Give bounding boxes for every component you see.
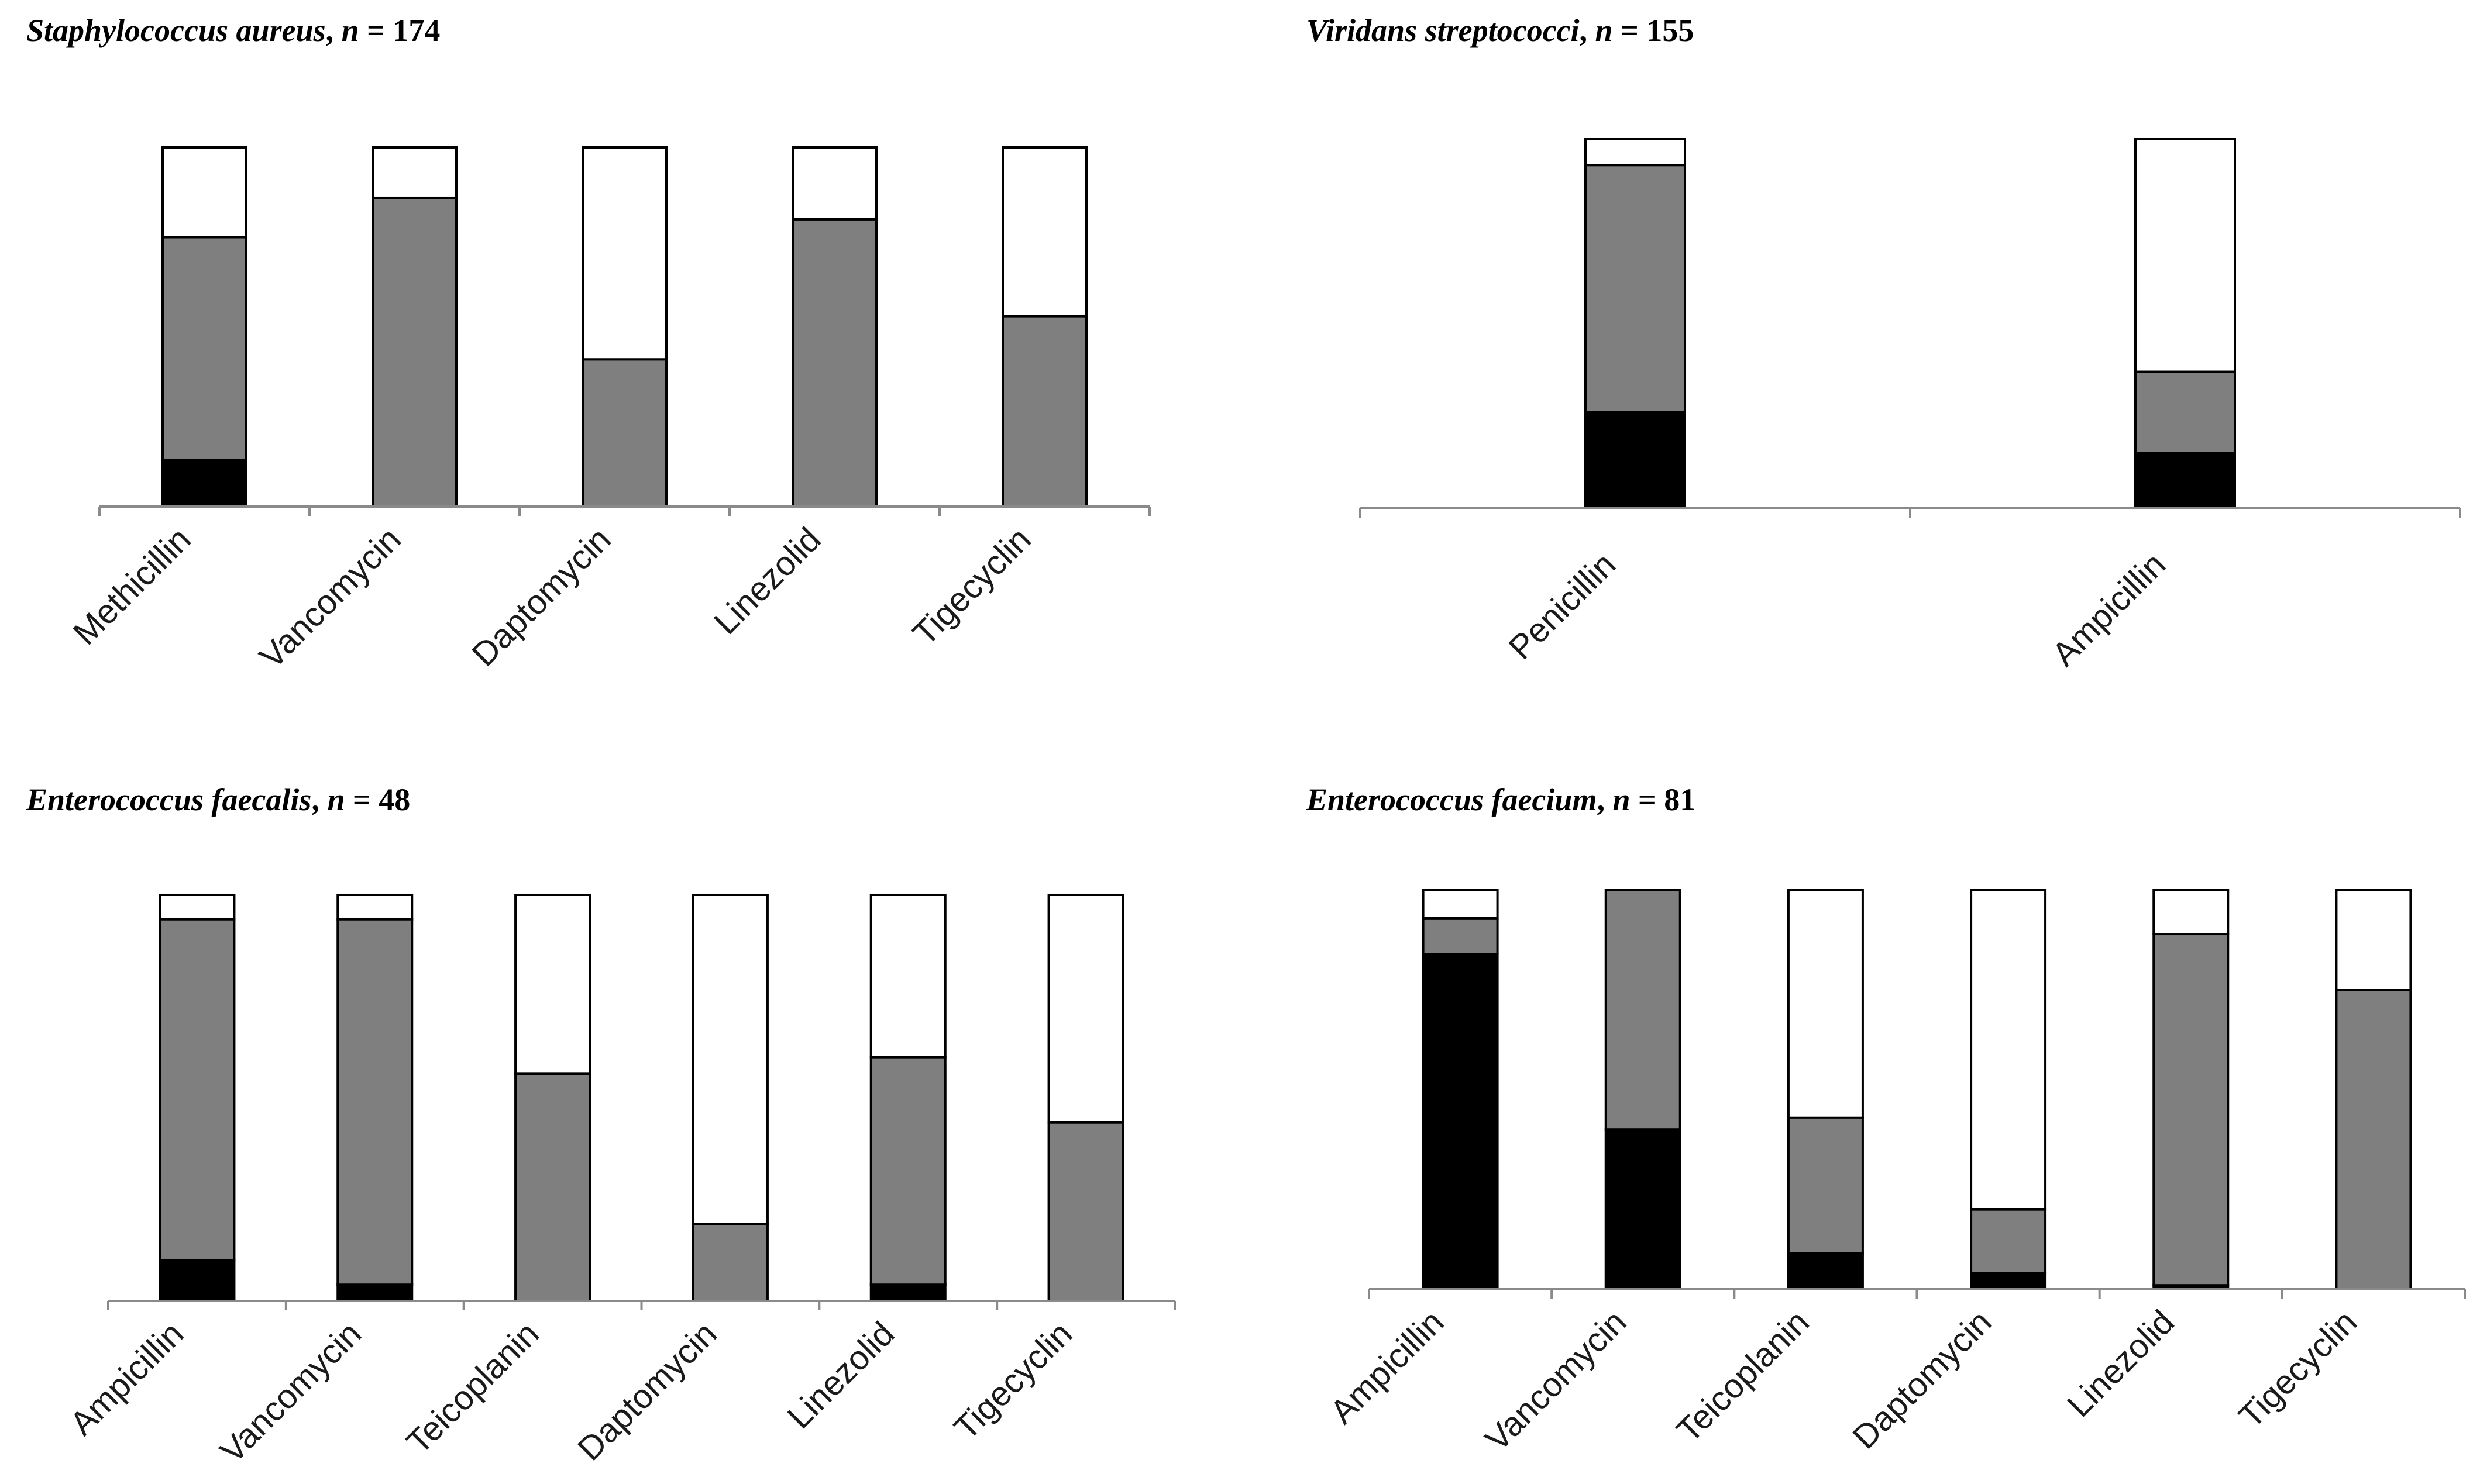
bar-segment-white-methicillin <box>161 146 247 239</box>
x-tick-label-teicoplanin: Teicoplanin <box>400 1314 546 1461</box>
panel-title: Viridans streptococci, n = 155 <box>1306 13 1694 48</box>
bars-group <box>159 894 1124 1303</box>
bar-segment-gray-vancomycin <box>1604 889 1681 1131</box>
labels-group: Methicillin Vancomycin Daptomycin Linezolid… <box>66 520 1038 676</box>
bar-segment-gray-teicoplanin <box>1787 1116 1864 1255</box>
x-tick-label-vancomycin: Vancomycin <box>213 1314 369 1470</box>
chart-panel-staphylococcus: Staphylococcus aureus, n = 174 Methicill… <box>26 13 1151 676</box>
x-tick-label-daptomycin: Daptomycin <box>1845 1303 1999 1457</box>
bar-segment-white-teicoplanin <box>1787 889 1864 1119</box>
bar-segment-gray-penicillin <box>1584 164 1686 414</box>
bar-segment-gray-linezolid <box>2152 933 2230 1287</box>
x-tick-label-methicillin: Methicillin <box>66 520 198 652</box>
bars-group <box>1422 889 2412 1291</box>
x-tick-label-linezolid: Linezolid <box>2060 1303 2182 1424</box>
bar-segment-white-tigecyclin <box>1047 894 1124 1124</box>
bar-segment-white-daptomycin <box>582 146 668 361</box>
bar-segment-white-daptomycin <box>692 894 769 1225</box>
bar-segment-black-ampicillin <box>159 1259 236 1303</box>
bar-segment-black-daptomycin <box>1970 1272 2047 1290</box>
bar-segment-black-ampicillin <box>2134 452 2236 509</box>
panel-title-n-label: n <box>1612 782 1630 817</box>
chart-panel-faecalis: Enterococcus faecalis, n = 48 Ampicillin… <box>26 782 1176 1471</box>
axis-group <box>107 1300 1176 1310</box>
labels-group: Penicillin Ampicillin <box>1501 545 2173 673</box>
bar-segment-gray-teicoplanin <box>514 1072 591 1302</box>
x-tick-label-penicillin: Penicillin <box>1501 545 1623 667</box>
x-tick-label-teicoplanin: Teicoplanin <box>1669 1303 1816 1449</box>
bar-segment-gray-tigecyclin <box>1047 1121 1124 1302</box>
panel-title-organism: Staphylococcus aureus <box>26 13 326 48</box>
bar-segment-black-ampicillin <box>1422 953 1499 1290</box>
panel-title-organism: Enterococcus faecalis <box>26 782 311 817</box>
bar-segment-black-penicillin <box>1584 411 1686 509</box>
bar-segment-gray-methicillin <box>161 236 247 462</box>
panel-title-organism: Viridans streptococci <box>1306 13 1580 48</box>
bars-group <box>1584 138 2236 509</box>
bar-segment-black-teicoplanin <box>1787 1252 1864 1291</box>
bar-segment-white-tigecyclin <box>2335 889 2412 991</box>
bar-segment-black-methicillin <box>161 459 247 508</box>
bar-segment-white-penicillin <box>1584 138 1686 167</box>
panel-title-n-label: n <box>342 13 359 48</box>
x-tick-label-linezolid: Linezolid <box>707 520 828 642</box>
labels-group: Ampicillin Vancomycin Teicoplanin Daptomyci… <box>1323 1303 2364 1458</box>
bar-segment-white-linezolid <box>2152 889 2230 936</box>
x-tick-label-ampicillin: Ampicillin <box>1323 1303 1451 1431</box>
bars-group <box>161 146 1088 508</box>
bar-segment-gray-ampicillin <box>159 918 236 1262</box>
bar-segment-gray-daptomycin <box>582 358 668 508</box>
panel-title-n-value: 155 <box>1646 13 1694 48</box>
bar-segment-white-ampicillin <box>2134 138 2236 373</box>
bar-segment-gray-tigecyclin <box>1002 315 1088 508</box>
x-tick-label-tigecyclin: Tigecyclin <box>947 1314 1079 1447</box>
labels-group: Ampicillin Vancomycin Teicoplanin Daptomyci… <box>63 1314 1079 1470</box>
bar-segment-gray-linezolid <box>869 1056 947 1286</box>
x-tick-label-linezolid: Linezolid <box>780 1314 902 1436</box>
bar-segment-gray-vancomycin <box>372 196 458 508</box>
panel-title-n-value: 81 <box>1664 782 1695 817</box>
axis-group <box>98 505 1151 516</box>
bar-segment-black-vancomycin <box>336 1283 414 1302</box>
bar-segment-black-vancomycin <box>1604 1128 1681 1290</box>
x-tick-label-daptomycin: Daptomycin <box>465 520 618 674</box>
bar-segment-white-linezolid <box>792 146 878 221</box>
panel-title-n-value: 174 <box>393 13 440 48</box>
bar-segment-black-linezolid <box>869 1283 947 1302</box>
bar-segment-white-linezolid <box>869 894 947 1059</box>
panel-title-n-label: n <box>1595 13 1613 48</box>
bar-segment-gray-daptomycin <box>692 1223 769 1302</box>
x-tick-label-tigecyclin: Tigecyclin <box>906 520 1038 653</box>
chart-panel-faecium: Enterococcus faecium, n = 81 Ampicillin V… <box>1306 782 2466 1459</box>
bar-segment-gray-daptomycin <box>1970 1208 2047 1275</box>
x-tick-label-tigecyclin: Tigecyclin <box>2231 1303 2364 1435</box>
bar-segment-gray-ampicillin <box>2134 370 2236 455</box>
x-tick-label-ampicillin: Ampicillin <box>2045 545 2173 673</box>
panel-title-n-value: 48 <box>379 782 410 817</box>
x-tick-label-vancomycin: Vancomycin <box>252 520 408 676</box>
axis-group <box>1368 1288 2466 1299</box>
panel-title: Enterococcus faecalis, n = 48 <box>26 782 410 817</box>
axis-group <box>1359 507 2461 518</box>
x-tick-label-daptomycin: Daptomycin <box>570 1314 724 1468</box>
bar-segment-gray-tigecyclin <box>2335 989 2412 1290</box>
bar-segment-white-vancomycin <box>336 894 414 921</box>
bar-segment-white-daptomycin <box>1970 889 2047 1211</box>
chart-panel-viridans: Viridans streptococci, n = 155 Penicilli… <box>1306 13 2461 673</box>
bar-segment-white-vancomycin <box>372 146 458 199</box>
panel-title-organism: Enterococcus faecium <box>1306 782 1597 817</box>
panel-title: Enterococcus faecium, n = 81 <box>1306 782 1695 817</box>
bar-segment-white-ampicillin <box>1422 889 1499 920</box>
bar-segment-white-ampicillin <box>159 894 236 921</box>
bar-segment-white-teicoplanin <box>514 894 591 1075</box>
bar-segment-gray-vancomycin <box>336 918 414 1286</box>
x-tick-label-vancomycin: Vancomycin <box>1478 1303 1633 1458</box>
panel-title-n-label: n <box>327 782 345 817</box>
bar-segment-white-tigecyclin <box>1002 146 1088 318</box>
panel-title: Staphylococcus aureus, n = 174 <box>26 13 440 48</box>
x-tick-label-ampicillin: Ampicillin <box>63 1314 191 1442</box>
bar-segment-gray-linezolid <box>792 218 878 508</box>
bar-segment-gray-ampicillin <box>1422 917 1499 956</box>
